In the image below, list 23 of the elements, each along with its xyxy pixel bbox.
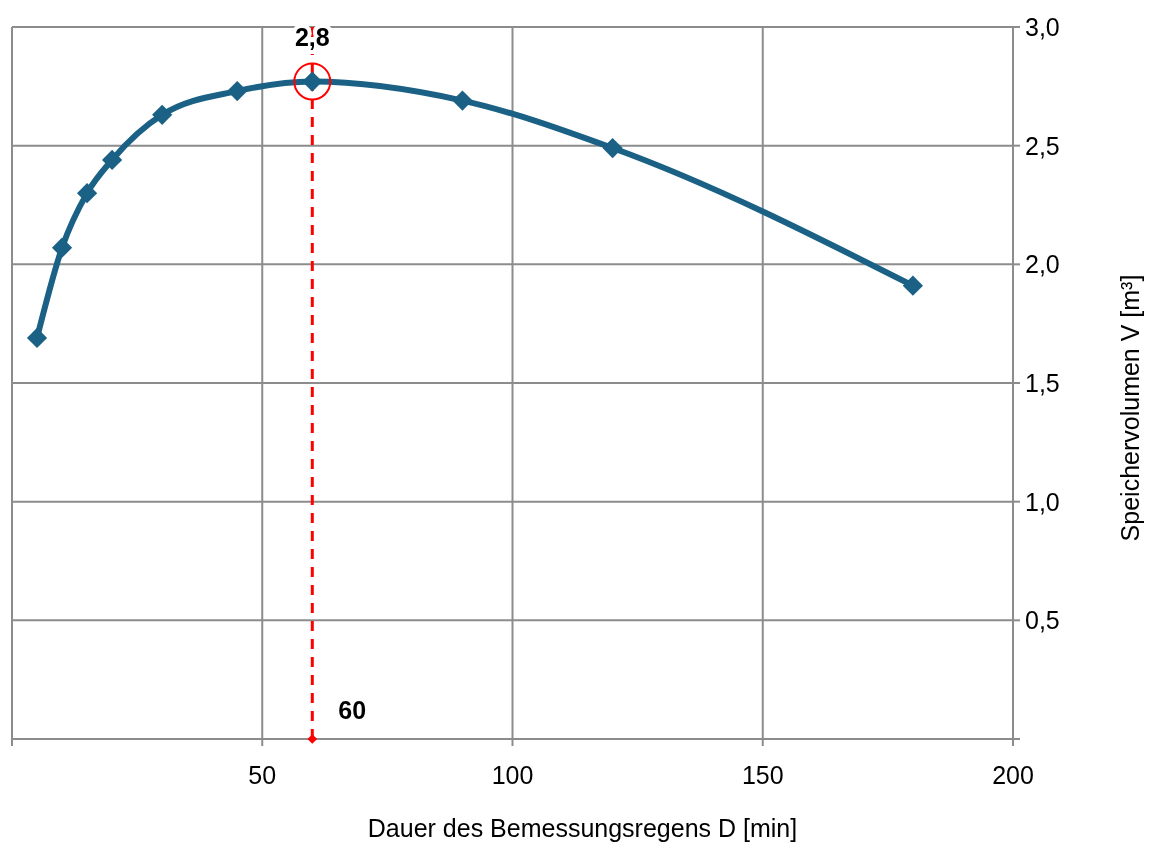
y-axis-title: Speichervolumen V [m³] xyxy=(1116,274,1144,542)
y-tick-label: 0,5 xyxy=(1025,606,1060,635)
x-tick-label: 200 xyxy=(992,761,1034,789)
y-tick-label: 1,5 xyxy=(1025,369,1060,397)
x-tick-label: 100 xyxy=(491,761,534,789)
point xyxy=(26,327,48,348)
ref-line-label: 60 xyxy=(338,696,367,724)
y-tick-label: 3,0 xyxy=(1025,13,1060,41)
point xyxy=(102,149,123,170)
point xyxy=(902,275,923,296)
point xyxy=(227,80,248,102)
annotation: 2,8 xyxy=(294,23,330,51)
y-tick-label: 2,0 xyxy=(1025,250,1060,279)
y-tick-label: 1,0 xyxy=(1025,487,1060,516)
x-axis-title: Dauer des Bemessungsregens D [min] xyxy=(367,814,798,842)
point xyxy=(152,104,173,125)
point xyxy=(452,90,473,111)
point xyxy=(602,137,623,159)
point xyxy=(76,183,98,204)
y-tick-label: 2,5 xyxy=(1025,131,1060,160)
point xyxy=(51,237,73,258)
x-tick-label: 50 xyxy=(248,761,277,789)
x-tick-label: 150 xyxy=(741,761,784,789)
